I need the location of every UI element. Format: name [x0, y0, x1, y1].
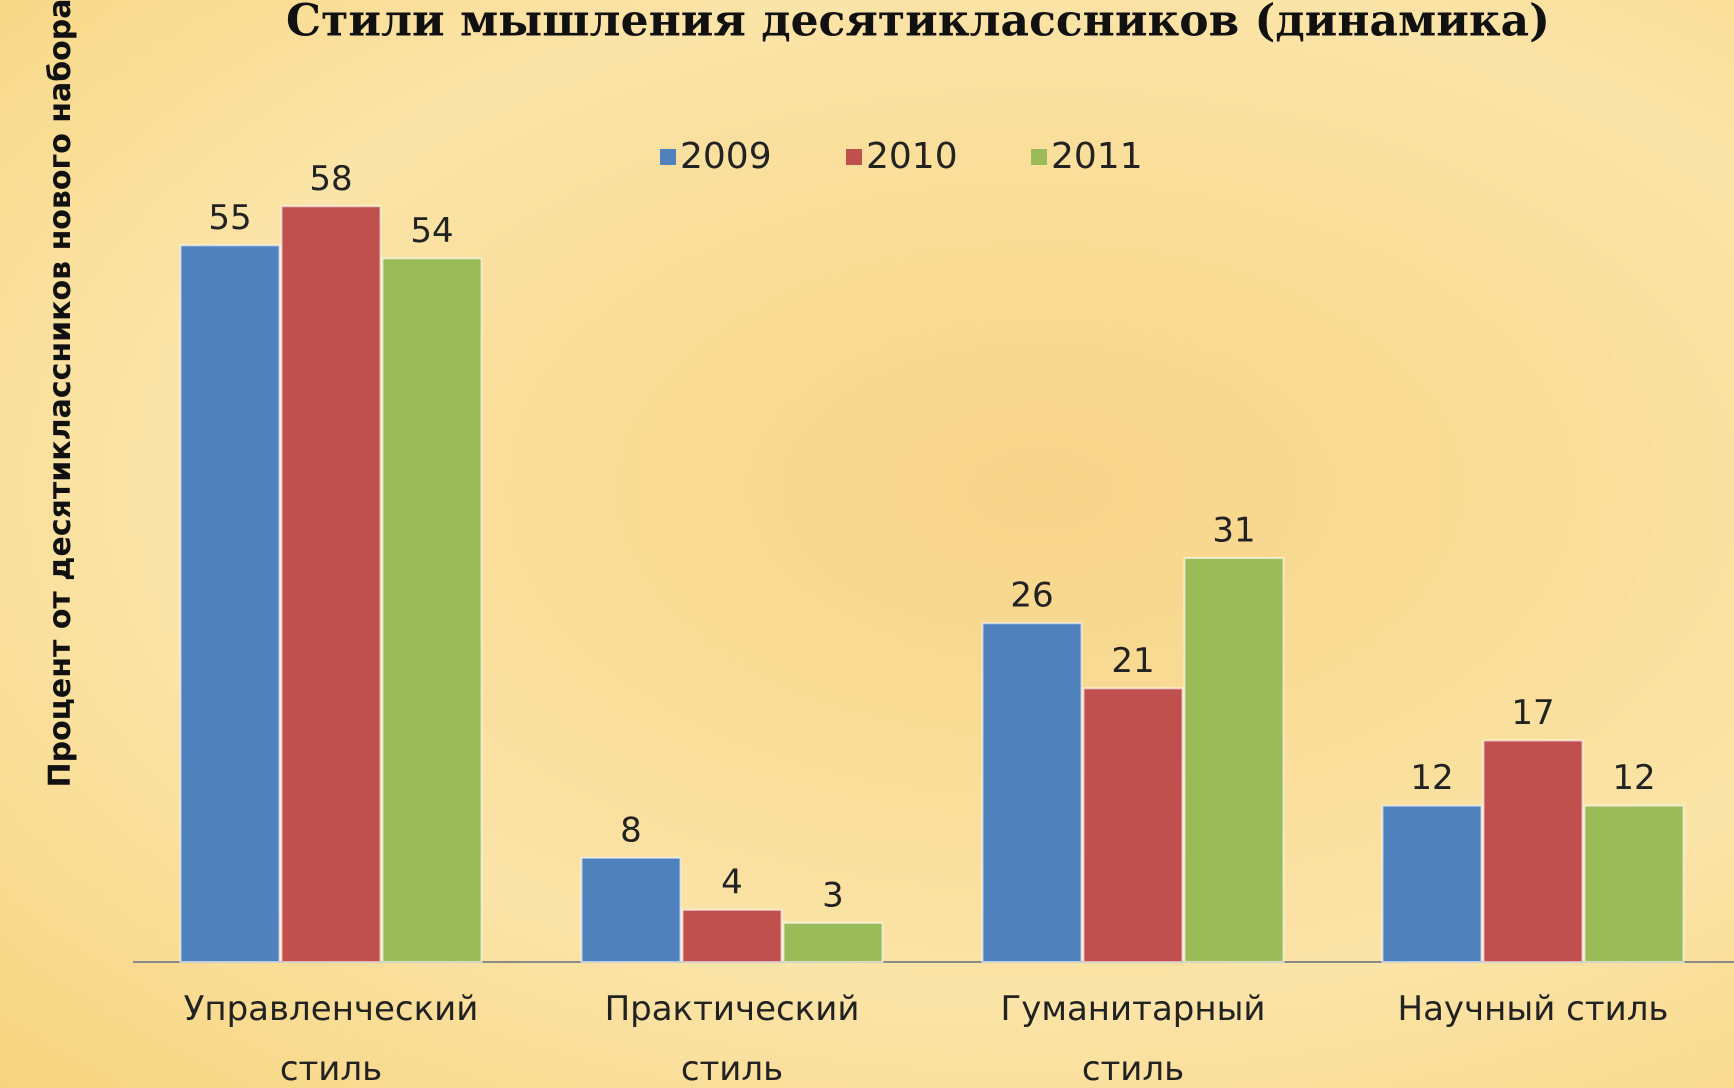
data-label: 54 [410, 211, 453, 251]
data-label: 17 [1511, 693, 1554, 733]
data-label: 31 [1212, 511, 1255, 551]
data-label: 26 [1010, 576, 1053, 616]
data-label: 8 [620, 810, 642, 850]
x-tick-label: Управленческий стиль [183, 989, 479, 1088]
bar [1082, 687, 1184, 963]
bar [280, 205, 382, 963]
x-tick-label: Научный стиль [1397, 989, 1669, 1029]
legend-swatch [660, 149, 676, 165]
bar [381, 257, 483, 963]
bar [1183, 557, 1285, 963]
data-label: 12 [1410, 758, 1453, 798]
legend-swatch [1031, 149, 1047, 165]
bar [580, 856, 682, 964]
data-label: 21 [1111, 641, 1154, 681]
y-axis-label: Процент от десятиклассников нового набор… [43, 0, 78, 788]
x-tick-label: Практический стиль [604, 989, 860, 1088]
data-label: 55 [208, 198, 251, 238]
bar [782, 921, 884, 963]
x-tick-label: Гуманитарный стиль [1000, 989, 1266, 1088]
bar [1583, 804, 1685, 964]
data-label: 3 [822, 875, 844, 915]
bar [1381, 804, 1483, 964]
legend-label: 2011 [1051, 136, 1143, 177]
bar [981, 622, 1083, 963]
data-label: 58 [309, 159, 352, 199]
legend-label: 2010 [866, 136, 958, 177]
bar [1482, 739, 1584, 963]
bar [681, 908, 783, 964]
legend-swatch [846, 149, 862, 165]
chart-title: Стили мышления десятиклассников (динамик… [286, 0, 1550, 47]
legend-label: 2009 [680, 136, 772, 177]
data-label: 12 [1612, 758, 1655, 798]
data-label: 4 [721, 862, 743, 902]
bar [179, 244, 281, 964]
